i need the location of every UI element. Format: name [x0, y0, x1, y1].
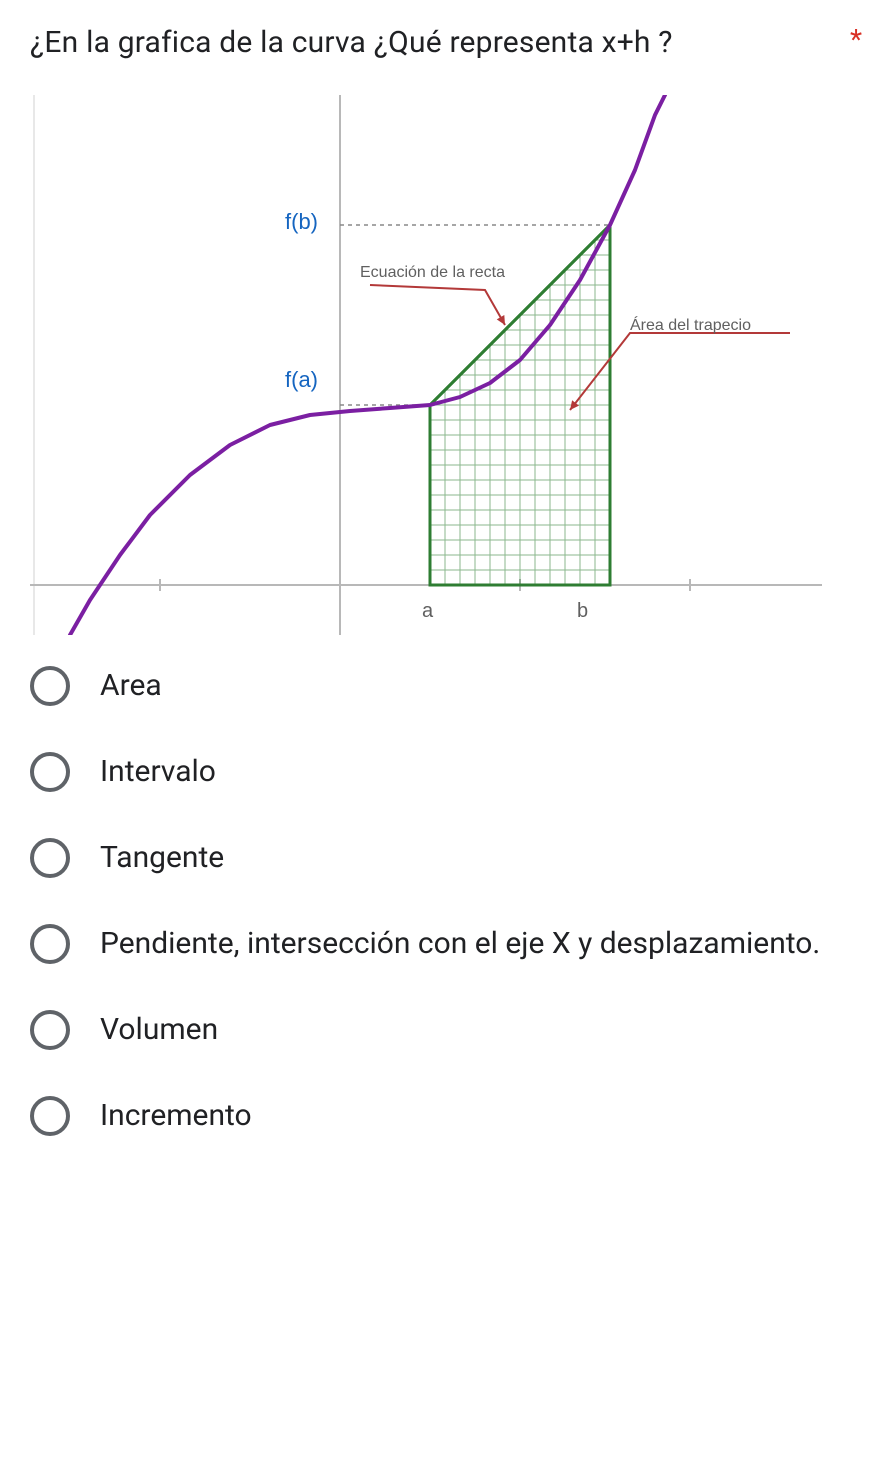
options-group: Area Intervalo Tangente Pendiente, intersec… — [30, 665, 862, 1137]
option-label: Volumen — [100, 1009, 218, 1051]
option-label: Pendiente, intersección con el eje X y d… — [100, 923, 820, 965]
option-label: Tangente — [100, 837, 224, 879]
option-row-5[interactable]: Incremento — [30, 1095, 862, 1137]
question-header: ¿En la grafica de la curva ¿Qué represen… — [30, 20, 862, 65]
option-label: Intervalo — [100, 751, 216, 793]
radio-icon[interactable] — [30, 838, 70, 878]
question-text: ¿En la grafica de la curva ¿Qué represen… — [30, 20, 838, 65]
label-f-b: f(b) — [285, 209, 318, 234]
option-row-3[interactable]: Pendiente, intersección con el eje X y d… — [30, 923, 862, 965]
label-area-trapecio: Área del trapecio — [630, 315, 751, 334]
radio-icon[interactable] — [30, 752, 70, 792]
option-row-4[interactable]: Volumen — [30, 1009, 862, 1051]
axis-label-b: b — [577, 600, 588, 622]
option-row-1[interactable]: Intervalo — [30, 751, 862, 793]
radio-icon[interactable] — [30, 924, 70, 964]
radio-icon[interactable] — [30, 1010, 70, 1050]
label-f-a: f(a) — [285, 367, 318, 392]
required-asterisk-icon: * — [850, 20, 862, 59]
radio-icon[interactable] — [30, 666, 70, 706]
option-row-2[interactable]: Tangente — [30, 837, 862, 879]
option-label: Area — [100, 665, 162, 707]
label-ecuacion-recta: Ecuación de la recta — [360, 264, 505, 281]
option-label: Incremento — [100, 1095, 252, 1137]
radio-icon[interactable] — [30, 1096, 70, 1136]
axis-label-a: a — [422, 600, 434, 622]
chart-svg: f(a) f(b) a b Ecuación de la recta Área del t… — [30, 95, 822, 635]
question-chart: f(a) f(b) a b Ecuación de la recta Área del t… — [30, 95, 822, 635]
function-curve — [70, 95, 665, 635]
option-row-0[interactable]: Area — [30, 665, 862, 707]
